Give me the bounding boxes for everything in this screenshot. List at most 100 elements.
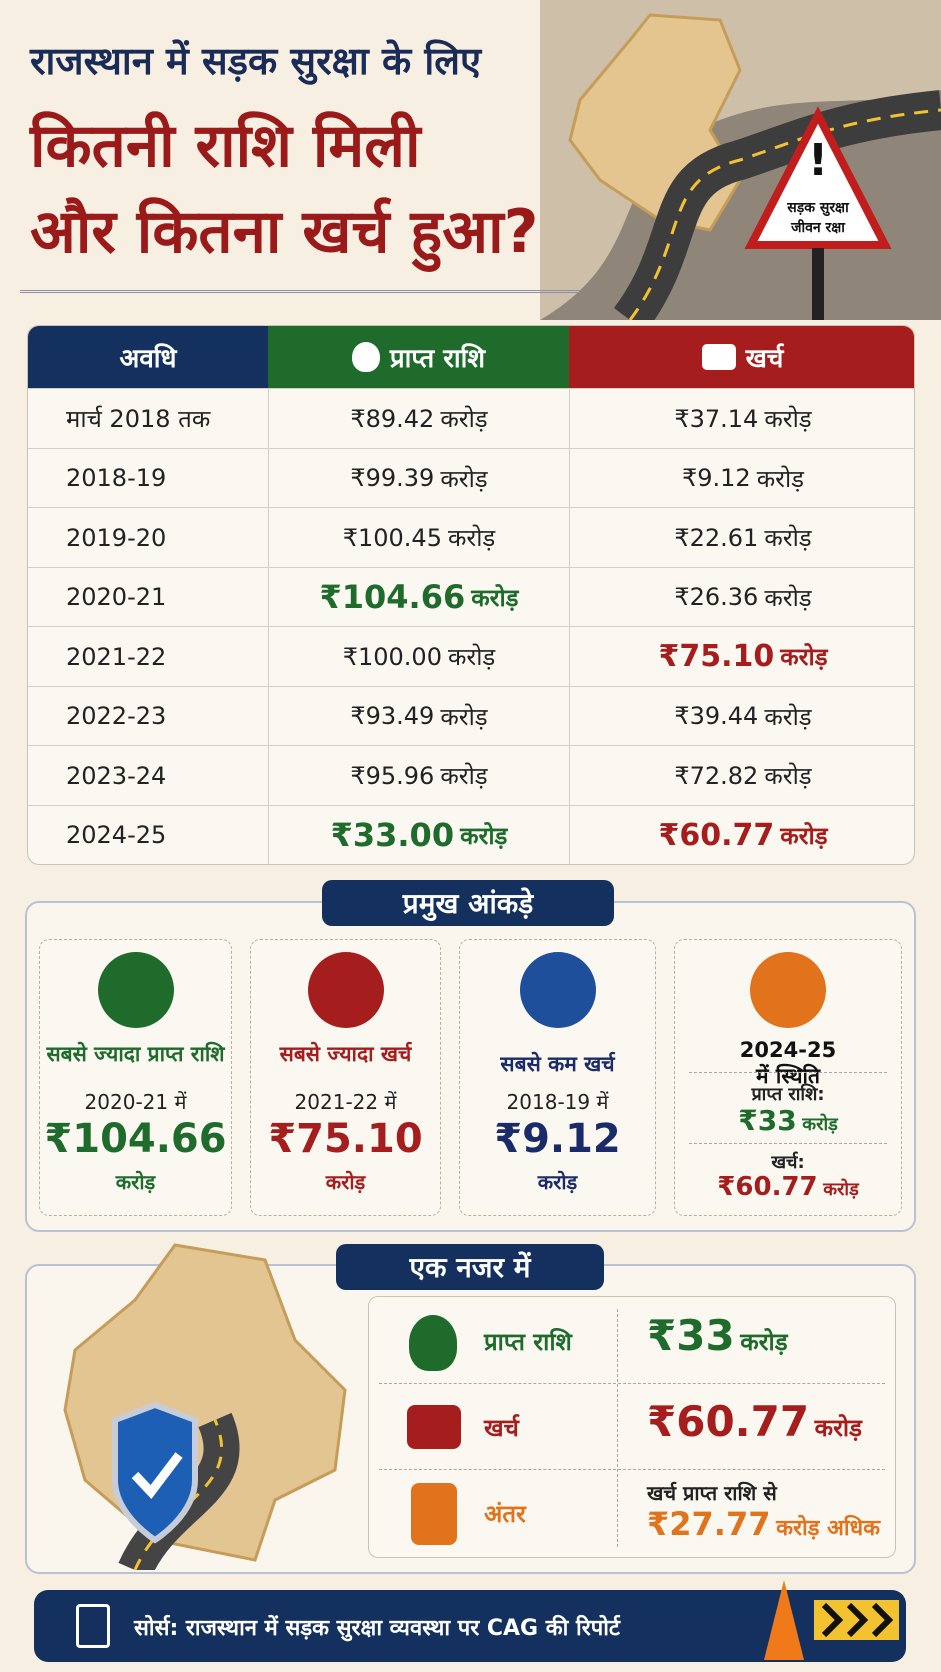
card-amount: ₹75.10: [268, 1116, 423, 1162]
table-cell: ₹75.10 करोड़: [569, 627, 914, 687]
separator: [689, 1072, 887, 1073]
glance-label: प्राप्त राशि: [484, 1328, 572, 1356]
header-text: अवधि: [119, 344, 177, 374]
amount: ₹60.77: [647, 1397, 810, 1446]
table-cell: ₹26.36 करोड़: [569, 567, 914, 627]
unit: करोड़: [447, 524, 496, 553]
source-text: सोर्स: राजस्थान में सड़क सुरक्षा व्यवस्थ…: [134, 1616, 620, 1641]
table-cell: 2024-25: [66, 821, 167, 850]
money-bag-icon: [409, 1315, 457, 1371]
footer: सोर्स: राजस्थान में सड़क सुरक्षा व्यवस्थ…: [34, 1580, 906, 1662]
money-bag-icon: [351, 342, 380, 372]
glance-label: खर्च: [484, 1414, 519, 1442]
table-cell: ₹99.39 करोड़: [268, 448, 569, 508]
unit: करोड़: [756, 464, 805, 493]
sign-text: सड़क सुरक्षा: [786, 200, 850, 217]
stat-card: सबसे ज्यादा प्राप्त राशि 2020-21 में ₹10…: [39, 939, 232, 1216]
wallet-icon: [701, 344, 736, 370]
stat-card: सबसे ज्यादा खर्च 2021-22 में ₹75.10 करोड…: [250, 939, 441, 1216]
unit: करोड़: [823, 1179, 859, 1200]
unit: करोड़: [764, 702, 812, 731]
table-row: 2022-23 ₹93.49 करोड़ ₹39.44 करोड़: [28, 685, 914, 746]
card-amount: ₹104.66: [44, 1116, 227, 1162]
table-cell: ₹33.00 करोड़: [268, 805, 569, 864]
sign-text: जीवन रक्षा: [790, 219, 846, 236]
unit: करोड़: [471, 583, 519, 612]
card-unit: करोड़: [115, 1170, 156, 1194]
amount: ₹33.00: [330, 816, 455, 855]
road-marking: [133, 1419, 223, 1570]
card-label: सबसे कम खर्च: [500, 1052, 615, 1076]
amount: ₹37.14: [674, 404, 759, 433]
unit: करोड़ अधिक: [776, 1516, 881, 1541]
title-line: कितनी राशि मिली: [30, 111, 421, 181]
table-header: प्राप्त राशि: [268, 326, 569, 388]
table-row: 2018-19 ₹99.39 करोड़ ₹9.12 करोड़: [28, 447, 914, 508]
table-cell: ₹95.96 करोड़: [268, 746, 569, 806]
section-title: प्रमुख आंकड़े: [322, 880, 614, 926]
wallet-icon: [407, 1405, 461, 1449]
received-label: प्राप्त राशि:: [751, 1084, 825, 1105]
amount: ₹22.61: [674, 523, 759, 552]
separator: [689, 1143, 887, 1144]
table-cell: ₹100.45 करोड़: [268, 508, 569, 568]
table-cell: ₹37.14 करोड़: [569, 389, 914, 449]
unit: करोड़: [780, 643, 828, 672]
cone-barrier: [764, 1580, 899, 1660]
amount: ₹99.39: [350, 464, 435, 493]
title-line: और कितना खर्च हुआ?: [30, 197, 539, 267]
card-amount: ₹9.12: [494, 1116, 621, 1162]
table-header: अवधि: [28, 326, 268, 388]
amount: ₹33: [647, 1311, 735, 1360]
amount: ₹100.00: [342, 642, 442, 671]
separator: [617, 1309, 618, 1547]
warning-sign: [744, 106, 892, 249]
glance-note: खर्च प्राप्त राशि से: [647, 1481, 777, 1505]
glance-value: ₹60.77 करोड़: [647, 1397, 862, 1446]
unit: करोड़: [440, 405, 488, 434]
header-illustration: ! सड़क सुरक्षा जीवन रक्षा: [540, 0, 941, 320]
table-cell: ₹39.44 करोड़: [569, 686, 914, 746]
amount: ₹89.42: [350, 404, 435, 433]
amount: ₹26.36: [674, 583, 759, 612]
table-cell: मार्च 2018 तक: [66, 405, 211, 434]
amount: ₹39.44: [674, 702, 759, 731]
card-period: 2021-22 में: [294, 1090, 397, 1114]
unit: करोड़: [460, 821, 508, 850]
separator: [379, 1383, 885, 1384]
glance-value: ₹33 करोड़: [647, 1311, 788, 1360]
amount: ₹75.10: [658, 639, 775, 675]
cone: [764, 1580, 804, 1660]
table-row: मार्च 2018 तक ₹89.42 करोड़ ₹37.14 करोड़: [28, 388, 914, 449]
unit: करोड़: [764, 524, 812, 553]
stat-card: 2024-25 में स्थिति प्राप्त राशि: ₹33 करो…: [674, 939, 902, 1216]
decline-icon: [519, 952, 596, 1028]
table-cell: 2019-20: [66, 523, 167, 552]
table-row: 2020-21 ₹104.66 करोड़ ₹26.36 करोड़: [28, 566, 914, 627]
glance-label: अंतर: [484, 1500, 526, 1528]
glance-value: ₹27.77 करोड़ अधिक: [647, 1505, 880, 1543]
amount: ₹93.49: [350, 702, 435, 731]
amount: ₹72.82: [674, 761, 759, 790]
unit: करोड़: [447, 643, 496, 672]
unit: करोड़: [802, 1114, 838, 1135]
stat-card: सबसे कम खर्च 2018-19 में ₹9.12 करोड़: [459, 939, 656, 1216]
table-cell: ₹89.42 करोड़: [268, 389, 569, 449]
table-cell: ₹100.00 करोड़: [268, 627, 569, 687]
table-cell: ₹72.82 करोड़: [569, 746, 914, 806]
unit: करोड़: [764, 405, 812, 434]
amount: ₹100.45: [342, 523, 442, 552]
table-row: 2024-25 ₹33.00 करोड़ ₹60.77 करोड़: [28, 804, 914, 864]
amount: ₹104.66: [319, 578, 466, 617]
glance-table: प्राप्त राशि ₹33 करोड़ खर्च ₹60.77 करोड़…: [368, 1296, 896, 1558]
spent-value: ₹60.77 करोड़: [675, 1172, 901, 1202]
unit: करोड़: [440, 762, 488, 791]
amount: ₹33: [738, 1104, 797, 1137]
unit: करोड़: [440, 464, 488, 493]
card-label: सबसे ज्यादा प्राप्त राशि: [46, 1042, 225, 1066]
road-marking: [628, 108, 941, 320]
header-text: प्राप्त राशि: [389, 344, 486, 374]
table-row: 2023-24 ₹95.96 करोड़ ₹72.82 करोड़: [28, 745, 914, 806]
received-value: ₹33 करोड़: [675, 1104, 901, 1137]
unit: करोड़: [764, 583, 812, 612]
